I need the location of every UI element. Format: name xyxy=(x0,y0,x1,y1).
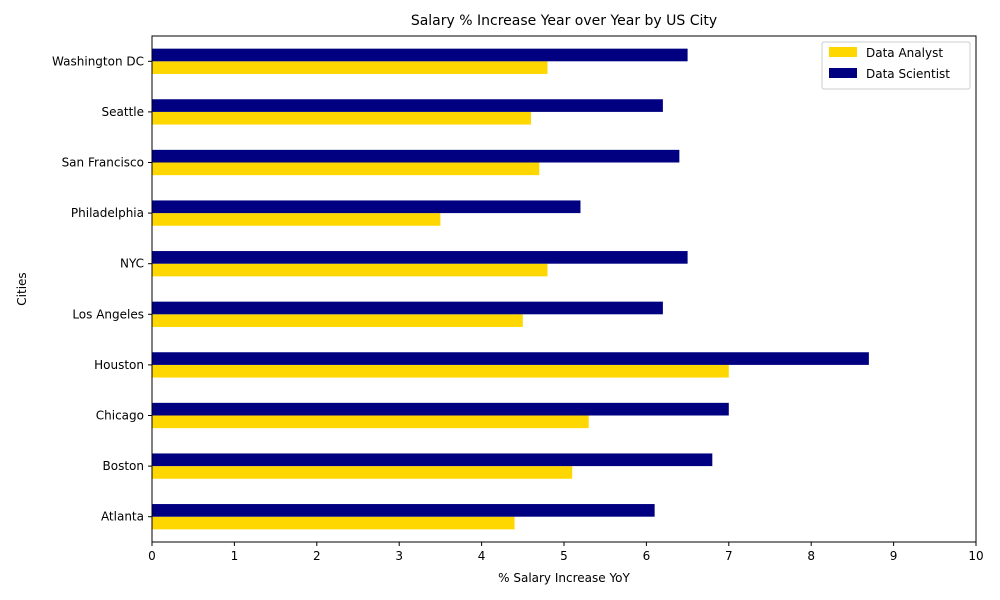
legend-label-data-scientist: Data Scientist xyxy=(866,67,950,81)
x-tick-label: 5 xyxy=(560,549,568,563)
x-axis-label: % Salary Increase YoY xyxy=(498,571,630,585)
bar-data-analyst-seattle xyxy=(152,111,532,125)
bar-data-analyst-san-francisco xyxy=(152,162,540,176)
x-tick-label: 0 xyxy=(148,549,156,563)
y-tick-label: Atlanta xyxy=(101,510,144,524)
bar-data-scientist-seattle xyxy=(152,99,663,112)
bar-data-analyst-los-angeles xyxy=(152,314,523,327)
y-tick-label: Houston xyxy=(94,358,144,372)
chart-title: Salary % Increase Year over Year by US C… xyxy=(411,13,717,29)
x-tick-label: 10 xyxy=(968,549,983,563)
x-tick-label: 6 xyxy=(643,549,651,563)
bar-data-analyst-nyc xyxy=(152,263,548,277)
bar-data-analyst-boston xyxy=(152,466,573,479)
legend-swatch-data-analyst xyxy=(829,47,857,57)
legend-box xyxy=(821,41,971,90)
x-tick-label: 3 xyxy=(395,549,403,563)
bar-data-analyst-washington-dc xyxy=(152,61,548,74)
bar-data-scientist-san-francisco xyxy=(152,149,680,163)
y-tick-label: San Francisco xyxy=(62,156,144,170)
bar-data-scientist-atlanta xyxy=(152,504,655,517)
bar-data-scientist-chicago xyxy=(152,402,729,416)
x-tick-label: 8 xyxy=(807,549,815,563)
bars-group xyxy=(152,48,869,530)
y-tick-label: Philadelphia xyxy=(71,206,144,220)
x-tick-label: 2 xyxy=(313,549,321,563)
bar-data-analyst-houston xyxy=(152,364,729,378)
y-tick-label: Chicago xyxy=(96,409,144,423)
bar-data-analyst-philadelphia xyxy=(152,213,441,226)
legend: Data Analyst Data Scientist xyxy=(821,41,971,90)
x-tick-label: 7 xyxy=(725,549,733,563)
legend-swatch-data-scientist xyxy=(829,68,857,78)
bar-data-scientist-nyc xyxy=(152,251,688,264)
bar-data-scientist-houston xyxy=(152,352,869,365)
y-tick-label: Los Angeles xyxy=(72,307,144,321)
y-axis-ticks: Atlanta Boston Chicago Houston Los Angeles NY… xyxy=(52,54,152,524)
y-tick-label: Seattle xyxy=(102,105,144,119)
bar-data-scientist-boston xyxy=(152,453,713,467)
x-tick-label: 4 xyxy=(478,549,486,563)
x-axis-ticks: 0 1 2 3 4 5 6 7 8 9 10 xyxy=(148,542,984,563)
x-tick-label: 9 xyxy=(890,549,898,563)
y-tick-label: NYC xyxy=(120,257,144,271)
y-axis-label: Cities xyxy=(15,272,29,305)
bar-data-scientist-philadelphia xyxy=(152,200,581,214)
bar-data-scientist-washington-dc xyxy=(152,48,688,62)
y-tick-label: Boston xyxy=(103,459,144,473)
bar-data-scientist-los-angeles xyxy=(152,301,663,315)
y-tick-label: Washington DC xyxy=(52,54,144,68)
bar-data-analyst-chicago xyxy=(152,415,589,429)
bar-data-analyst-atlanta xyxy=(152,516,515,530)
legend-label-data-analyst: Data Analyst xyxy=(866,46,943,60)
x-tick-label: 1 xyxy=(231,549,239,563)
